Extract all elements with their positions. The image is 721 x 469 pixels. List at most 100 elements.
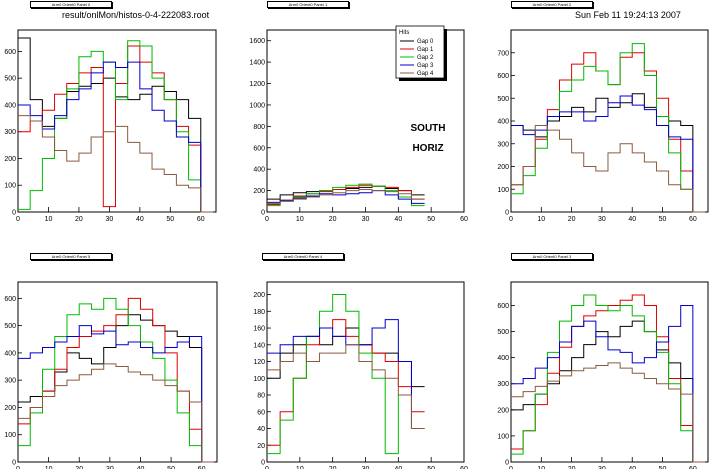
y-tick-label: 600 xyxy=(497,303,509,310)
y-tick-label: 500 xyxy=(497,96,509,103)
x-tick-label: 10 xyxy=(45,466,53,469)
y-tick-label: 400 xyxy=(4,102,16,109)
y-tick-label: 300 xyxy=(497,381,509,388)
plot-frame xyxy=(17,281,218,463)
y-tick-label: 80 xyxy=(257,393,265,400)
series-line xyxy=(18,297,214,463)
x-tick-label: 20 xyxy=(75,466,83,469)
legend-label: Gap 3 xyxy=(417,63,434,69)
panel-title: Arm0 Orient0 Panel 4 xyxy=(262,253,344,260)
y-tick-label: 600 xyxy=(497,73,509,80)
series-line xyxy=(511,43,705,213)
x-tick-label: 50 xyxy=(167,466,175,469)
x-tick-label: 40 xyxy=(394,466,402,469)
timestamp-label: Sun Feb 11 19:24:13 2007 xyxy=(575,10,681,20)
y-tick-label: 400 xyxy=(497,119,509,126)
y-tick-label: 200 xyxy=(253,188,265,195)
y-tick-label: 1200 xyxy=(249,81,265,88)
y-tick-label: 300 xyxy=(4,378,16,385)
x-tick-label: 30 xyxy=(362,216,370,223)
plot-frame xyxy=(17,29,217,213)
x-tick-label: 50 xyxy=(659,216,667,223)
x-tick-label: 10 xyxy=(45,216,53,223)
y-tick-label: 300 xyxy=(497,141,509,148)
x-tick-label: 50 xyxy=(659,466,667,469)
series-line xyxy=(18,363,214,463)
x-tick-label: 20 xyxy=(329,216,337,223)
panel-annotation: SOUTH xyxy=(411,123,446,134)
x-tick-label: 40 xyxy=(137,466,145,469)
x-tick-label: 30 xyxy=(106,466,114,469)
x-tick-label: 60 xyxy=(198,466,206,469)
y-tick-label: 200 xyxy=(497,164,509,171)
series-line xyxy=(511,125,705,213)
legend-label: Gap 0 xyxy=(417,39,434,45)
series-line xyxy=(18,115,213,213)
x-tick-label: 60 xyxy=(197,216,205,223)
x-tick-label: 60 xyxy=(689,216,697,223)
x-tick-label: 20 xyxy=(75,216,83,223)
series-line xyxy=(511,304,705,463)
panel-title: Arm0 Orient0 Panel 2 xyxy=(511,1,593,8)
series-line xyxy=(267,319,425,430)
panel-annotation: HORIZ xyxy=(412,143,443,154)
file-path-label: result/onlMon/histos-0-4-222083.root xyxy=(62,10,210,20)
y-tick-label: 100 xyxy=(253,376,265,383)
y-tick-label: 120 xyxy=(253,359,265,366)
y-tick-label: 500 xyxy=(497,329,509,336)
x-tick-label: 20 xyxy=(568,466,576,469)
x-tick-label: 30 xyxy=(598,216,606,223)
x-tick-label: 0 xyxy=(509,216,513,223)
y-tick-label: 400 xyxy=(253,167,265,174)
x-tick-label: 30 xyxy=(598,466,606,469)
series-line xyxy=(511,294,705,463)
x-tick-label: 10 xyxy=(296,216,304,223)
y-tick-label: 600 xyxy=(253,145,265,152)
plot-frame xyxy=(510,281,709,463)
y-tick-label: 600 xyxy=(4,296,16,303)
x-tick-label: 40 xyxy=(136,216,144,223)
y-tick-label: 0 xyxy=(261,460,265,467)
x-tick-label: 60 xyxy=(689,466,697,469)
series-line xyxy=(267,190,425,204)
x-tick-label: 40 xyxy=(628,466,636,469)
panel-title: Arm0 Orient0 Panel 1 xyxy=(267,1,349,8)
x-tick-label: 20 xyxy=(329,466,337,469)
panel-title: Arm0 Orient0 Panel 0 xyxy=(30,1,112,8)
series-line xyxy=(18,325,214,463)
y-tick-label: 200 xyxy=(497,407,509,414)
y-tick-label: 500 xyxy=(4,323,16,330)
y-tick-label: 100 xyxy=(497,187,509,194)
series-line xyxy=(511,362,705,463)
x-tick-label: 50 xyxy=(166,216,174,223)
histogram-panel: 0 100 200 300 400 500 600 0 10 20 30 40 50 60 xyxy=(4,29,217,223)
histogram-panel: 0 200 400 600 800 1000 1200 1400 1600 0 10 20 30 40 50… xyxy=(249,25,468,223)
series-line xyxy=(267,189,425,204)
x-tick-label: 40 xyxy=(628,216,636,223)
x-tick-label: 10 xyxy=(296,466,304,469)
x-tick-label: 10 xyxy=(537,216,545,223)
y-tick-label: 100 xyxy=(4,432,16,439)
plot-frame xyxy=(266,281,465,463)
legend-label: Gap 4 xyxy=(417,71,434,77)
histogram-panel: 0 100 200 300 400 500 600 0 10 20 30 40 50 60 xyxy=(497,281,709,469)
y-tick-label: 100 xyxy=(497,433,509,440)
y-tick-label: 200 xyxy=(4,405,16,412)
x-tick-label: 30 xyxy=(105,216,113,223)
panel-title: Arm0 Orient0 Panel 3 xyxy=(511,253,593,260)
panel-title: Arm0 Orient0 Panel 5 xyxy=(30,253,112,260)
series-line xyxy=(18,61,213,213)
y-tick-label: 200 xyxy=(4,156,16,163)
histogram-panel: 0 20 40 60 80 100 120 140 160 180 200 0 10 20 30 40 50 60 xyxy=(253,281,468,469)
x-tick-label: 20 xyxy=(568,216,576,223)
y-tick-label: 400 xyxy=(4,350,16,357)
y-tick-label: 140 xyxy=(253,342,265,349)
y-tick-label: 40 xyxy=(257,426,265,433)
x-tick-label: 0 xyxy=(265,466,269,469)
y-tick-label: 200 xyxy=(253,292,265,299)
x-tick-label: 0 xyxy=(265,216,269,223)
legend-box xyxy=(395,25,445,79)
y-tick-label: 600 xyxy=(4,49,16,56)
y-tick-label: 0 xyxy=(505,460,509,467)
